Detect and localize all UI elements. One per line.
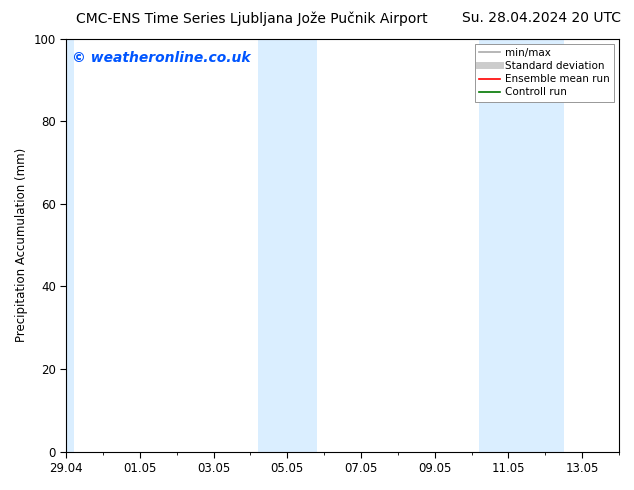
Bar bbox=[479, 39, 564, 452]
Bar bbox=[258, 39, 317, 452]
Text: Su. 28.04.2024 20 UTC: Su. 28.04.2024 20 UTC bbox=[462, 11, 621, 25]
Text: © weatheronline.co.uk: © weatheronline.co.uk bbox=[72, 51, 250, 65]
Y-axis label: Precipitation Accumulation (mm): Precipitation Accumulation (mm) bbox=[15, 148, 28, 342]
Text: CMC-ENS Time Series Ljubljana Jože Pučnik Airport: CMC-ENS Time Series Ljubljana Jože Pučni… bbox=[76, 11, 428, 26]
Bar bbox=[59, 39, 74, 452]
Legend: min/max, Standard deviation, Ensemble mean run, Controll run: min/max, Standard deviation, Ensemble me… bbox=[475, 44, 614, 101]
